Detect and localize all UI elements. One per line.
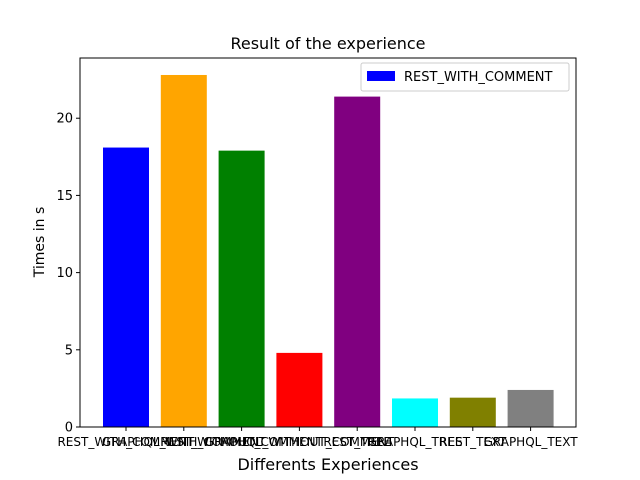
bar-rest-with-comment <box>103 147 149 428</box>
x-tick-label: GRAPHQL_TREE <box>368 435 463 449</box>
x-tick-label: GRAPHQL_WITHOUT_COMMENT <box>205 435 395 449</box>
bar-rest-text <box>449 397 496 427</box>
bar-graphql-with-comment <box>160 74 207 427</box>
legend-box <box>360 62 570 92</box>
bar-rest-tree <box>334 96 381 427</box>
y-tick-label: 0 <box>65 421 73 436</box>
y-tick-label: 20 <box>56 112 73 127</box>
legend: REST_WITH_COMMENT <box>360 62 570 92</box>
y-ticks: 0 5 10 15 20 <box>56 112 80 436</box>
x-tick-label: REST_WITH_COMMENT <box>57 435 195 449</box>
x-tick-label: REST_TREE <box>323 435 391 449</box>
y-tick-label: 10 <box>56 266 73 281</box>
x-tick-label: GRAPHQL_TEXT <box>484 435 579 449</box>
y-tick-label: 15 <box>56 189 73 204</box>
bar-graphql-tree <box>392 398 438 427</box>
bar-rest-without-comment <box>218 150 265 427</box>
x-tick-label: REST_WITHOUT_COMMENT <box>160 435 323 449</box>
plot-frame <box>79 57 577 428</box>
legend-label: REST_WITH_COMMENT <box>404 70 553 85</box>
bar-graphql-text <box>507 389 554 427</box>
x-axis-label: Differents Experiences <box>237 455 418 474</box>
y-axis-label: Times in s <box>32 207 48 279</box>
bar-graphql-without-comment <box>276 352 323 427</box>
bars-group <box>103 74 554 428</box>
legend-swatch <box>367 71 395 81</box>
y-tick-label: 5 <box>65 343 73 358</box>
x-tick-label: GRAPHQL_WITH_COMMENT <box>102 435 267 449</box>
x-tick-label: REST_TEXT <box>439 435 507 449</box>
x-tick-labels: REST_WITH_COMMENTGRAPHQL_WITH_COMMENTRES… <box>57 427 578 449</box>
chart-title: Result of the experience <box>230 34 425 53</box>
